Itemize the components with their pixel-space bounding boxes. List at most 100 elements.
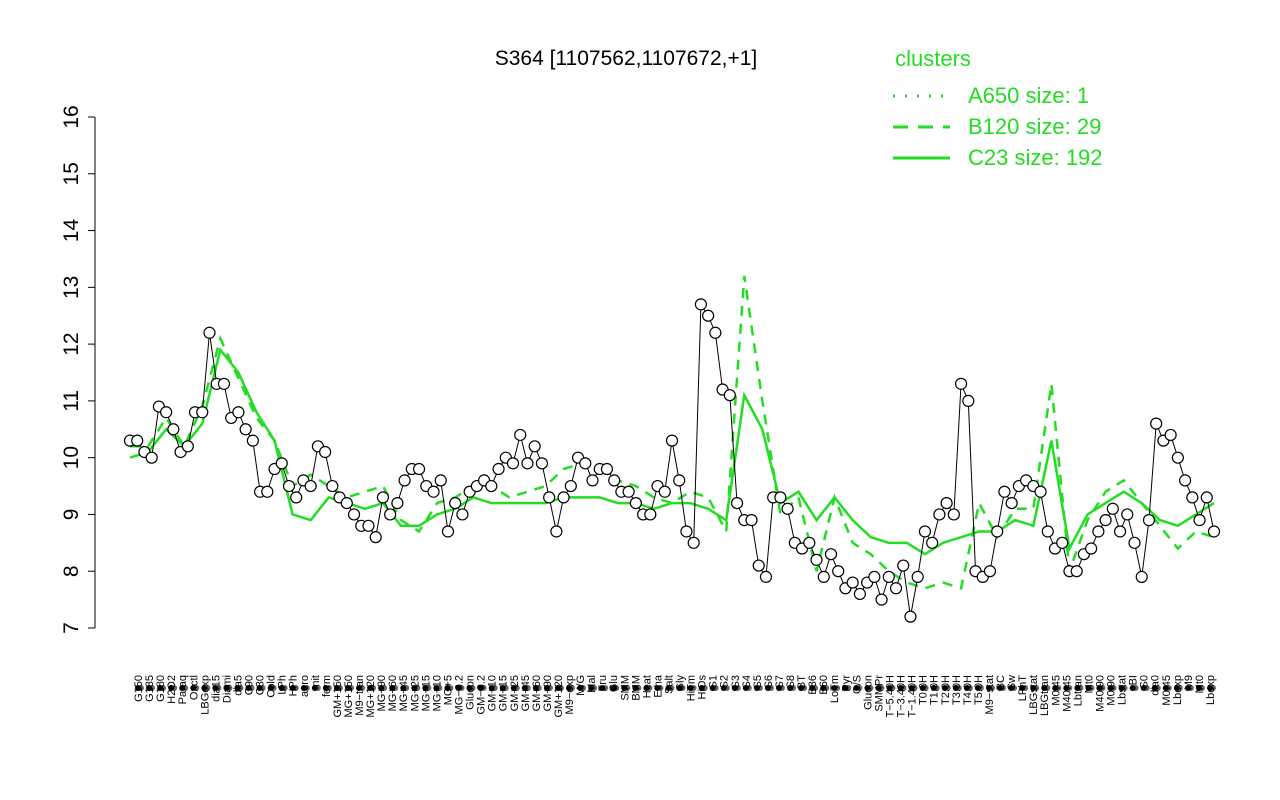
- x-tick-dot: [1033, 685, 1040, 691]
- x-tick-label: M40t90: [1094, 675, 1106, 712]
- y-tick-label: 15: [60, 162, 83, 185]
- x-tick-dot: [248, 685, 255, 691]
- x-tick-label: S0: [1139, 675, 1151, 688]
- data-point: [1034, 485, 1047, 498]
- data-point: [203, 326, 216, 339]
- data-point: [506, 457, 520, 470]
- x-tick-dot: [1110, 685, 1117, 691]
- data-point: [759, 570, 773, 584]
- data-point: [398, 474, 411, 487]
- data-point: [889, 582, 903, 595]
- x-tick-dot: [303, 685, 310, 691]
- data-point: [1178, 474, 1192, 487]
- data-point: [564, 479, 577, 493]
- x-tick-dot: [955, 685, 962, 691]
- data-point: [680, 525, 693, 538]
- data-point: [290, 491, 303, 504]
- x-tick-dot: [613, 685, 620, 691]
- data-point: [1106, 502, 1119, 515]
- x-tick-dot: [1000, 685, 1007, 691]
- x-tick-dot: [171, 685, 178, 691]
- data-point: [239, 423, 252, 436]
- data-point: [774, 491, 787, 504]
- x-tick-label: S5: [752, 675, 764, 688]
- x-tick-dot: [425, 685, 432, 691]
- data-point: [232, 406, 245, 419]
- x-tick-dot: [469, 685, 476, 691]
- data-point: [528, 440, 541, 453]
- x-tick-dot: [292, 685, 299, 691]
- data-point: [824, 548, 838, 561]
- data-point: [730, 496, 744, 510]
- data-point: [1056, 536, 1069, 549]
- data-point: [608, 474, 621, 487]
- x-tick-dot: [602, 685, 609, 691]
- data-point: [441, 525, 455, 538]
- x-tick-dot: [325, 685, 332, 691]
- data-point: [340, 496, 353, 510]
- data-point: [629, 496, 642, 510]
- data-point: [160, 406, 173, 419]
- data-point: [376, 491, 390, 504]
- data-point: [962, 394, 975, 407]
- x-tick-label: S2: [719, 675, 731, 688]
- x-tick-dot: [856, 685, 863, 691]
- x-tick-dot: [867, 685, 874, 691]
- data-point: [514, 428, 527, 442]
- x-axis: G150G135G180H2O2ParaqOxctlLBGexpdia15Dia…: [133, 674, 1217, 717]
- data-point: [1135, 570, 1148, 584]
- x-tick-label: MG+10: [431, 675, 443, 711]
- x-tick-dot: [657, 685, 664, 691]
- data-point: [282, 479, 296, 493]
- x-tick-label: MG+90: [376, 675, 388, 711]
- x-tick-dot: [546, 685, 553, 691]
- x-tick-dot: [215, 685, 222, 691]
- x-tick-dot: [679, 685, 686, 691]
- data-point: [1200, 491, 1213, 504]
- data-point: [1099, 514, 1112, 527]
- data-point: [1164, 428, 1177, 442]
- x-tick-dot: [701, 685, 708, 691]
- data-point: [991, 525, 1004, 538]
- data-point: [882, 570, 895, 584]
- x-tick-dot: [823, 685, 830, 691]
- x-tick-dot: [1165, 685, 1172, 691]
- data-point: [579, 457, 592, 470]
- data-point: [897, 559, 910, 572]
- x-tick-label: SMMPr: [873, 675, 885, 712]
- x-tick-dot: [734, 685, 741, 691]
- data-point: [817, 570, 830, 584]
- data-point: [550, 525, 563, 538]
- data-point: [998, 485, 1011, 498]
- x-tick-dot: [723, 685, 730, 691]
- x-tick-dot: [878, 685, 885, 691]
- y-tick-label: 11: [60, 390, 83, 412]
- x-tick-dot: [524, 685, 531, 691]
- x-tick-dot: [513, 685, 520, 691]
- y-tick-label: 10: [60, 446, 83, 469]
- x-tick-dot: [381, 685, 388, 691]
- x-tick-label: M9−exp: [564, 675, 576, 714]
- x-tick-dot: [149, 685, 156, 691]
- x-tick-label: Glucon: [465, 675, 477, 710]
- data-point: [304, 479, 317, 493]
- x-tick-dot: [591, 685, 598, 691]
- x-tick-label: GM+60: [531, 675, 543, 711]
- x-tick-dot: [458, 685, 465, 691]
- data-point: [369, 531, 382, 544]
- x-tick-dot: [502, 685, 509, 691]
- x-tick-label: LBGexp: [199, 675, 211, 715]
- data-point: [427, 485, 440, 498]
- x-tick-dot: [1132, 685, 1139, 691]
- x-tick-dot: [557, 685, 564, 691]
- x-tick-label: MG+25: [409, 675, 421, 711]
- x-tick-dot: [204, 685, 211, 691]
- x-tick-dot: [1198, 685, 1205, 691]
- x-tick-dot: [1066, 685, 1073, 691]
- data-point: [622, 485, 635, 498]
- x-tick-dot: [911, 685, 918, 691]
- data-point: [275, 457, 288, 470]
- x-tick-dot: [1210, 685, 1216, 691]
- data-point: [832, 565, 845, 578]
